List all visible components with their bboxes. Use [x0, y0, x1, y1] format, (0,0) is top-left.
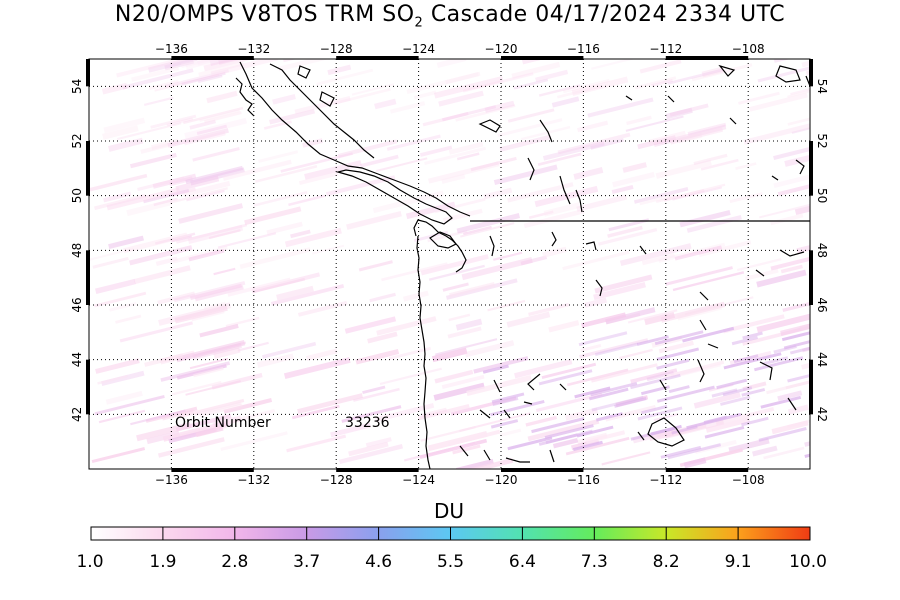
lon-tick-label-top: −116 — [567, 42, 600, 56]
lat-tick-label-left: 52 — [70, 133, 84, 148]
lat-tick-label-left: 54 — [70, 79, 84, 94]
edge-bar-right — [809, 250, 813, 305]
edge-bar-left — [86, 141, 90, 196]
edge-bar-left — [86, 360, 90, 415]
lon-tick-label-bottom: −136 — [155, 473, 188, 487]
colorbar-tick-label: 2.8 — [221, 552, 248, 572]
lat-tick-label-left: 50 — [70, 188, 84, 203]
lon-tick-label-top: −112 — [649, 42, 682, 56]
lat-tick-label-right: 46 — [815, 297, 829, 312]
edge-bar-bottom — [501, 468, 583, 472]
colorbar-tick-label: 7.3 — [581, 552, 608, 572]
edge-bar-bottom — [666, 468, 748, 472]
edge-bar-bottom — [171, 468, 253, 472]
orbit-number-label: Orbit Number — [175, 415, 271, 431]
edge-bar-left — [86, 59, 90, 86]
lat-tick-label-left: 42 — [70, 407, 84, 422]
colorbar-unit: DU — [434, 499, 464, 523]
lat-tick-label-left: 46 — [70, 297, 84, 312]
swath-streak — [802, 335, 859, 352]
lon-tick-label-bottom: −128 — [320, 473, 353, 487]
colorbar-tick-label: 9.1 — [725, 552, 752, 572]
lon-tick-label-bottom: −124 — [402, 473, 435, 487]
edge-bar-top — [171, 56, 253, 60]
edge-bar-top — [666, 56, 748, 60]
colorbar-tick-label: 6.4 — [509, 552, 536, 572]
lon-tick-label-top: −132 — [237, 42, 270, 56]
swath-streak-strong — [804, 442, 858, 458]
lon-tick-label-top: −108 — [732, 42, 765, 56]
lat-tick-label-right: 44 — [815, 352, 829, 367]
orbit-number-value: 33236 — [345, 415, 390, 431]
colorbar-tick-label: 1.0 — [76, 552, 103, 572]
colorbar-tick-label: 1.9 — [149, 552, 176, 572]
lon-tick-label-bottom: −112 — [649, 473, 682, 487]
lon-tick-label-top: −124 — [402, 42, 435, 56]
lon-tick-label-top: −136 — [155, 42, 188, 56]
lat-tick-label-left: 48 — [70, 243, 84, 258]
lon-tick-label-bottom: −120 — [485, 473, 518, 487]
edge-bar-right — [809, 360, 813, 415]
colorbar-tick-label: 4.6 — [365, 552, 392, 572]
lon-tick-label-bottom: −132 — [237, 473, 270, 487]
colorbar-tick-label: 8.2 — [653, 552, 680, 572]
lat-tick-label-left: 44 — [70, 352, 84, 367]
swath-streak — [806, 56, 870, 76]
lat-tick-label-right: 50 — [815, 188, 829, 203]
lat-tick-label-right: 48 — [815, 243, 829, 258]
lon-tick-label-bottom: −116 — [567, 473, 600, 487]
lon-tick-label-top: −120 — [485, 42, 518, 56]
lat-tick-label-right: 42 — [815, 407, 829, 422]
lat-tick-label-right: 54 — [815, 79, 829, 94]
swath-streak — [804, 431, 852, 447]
colorbar-tick-label: 3.7 — [293, 552, 320, 572]
edge-bar-top — [501, 56, 583, 60]
edge-bar-right — [809, 59, 813, 86]
edge-bar-left — [86, 250, 90, 305]
lat-tick-label-right: 52 — [815, 133, 829, 148]
colorbar-tick-label: 10.0 — [789, 552, 827, 572]
lon-tick-label-top: −128 — [320, 42, 353, 56]
edge-bar-top — [336, 56, 418, 60]
edge-bar-right — [809, 141, 813, 196]
lon-tick-label-bottom: −108 — [732, 473, 765, 487]
colorbar-tick-label: 5.5 — [437, 552, 464, 572]
edge-bar-bottom — [336, 468, 418, 472]
